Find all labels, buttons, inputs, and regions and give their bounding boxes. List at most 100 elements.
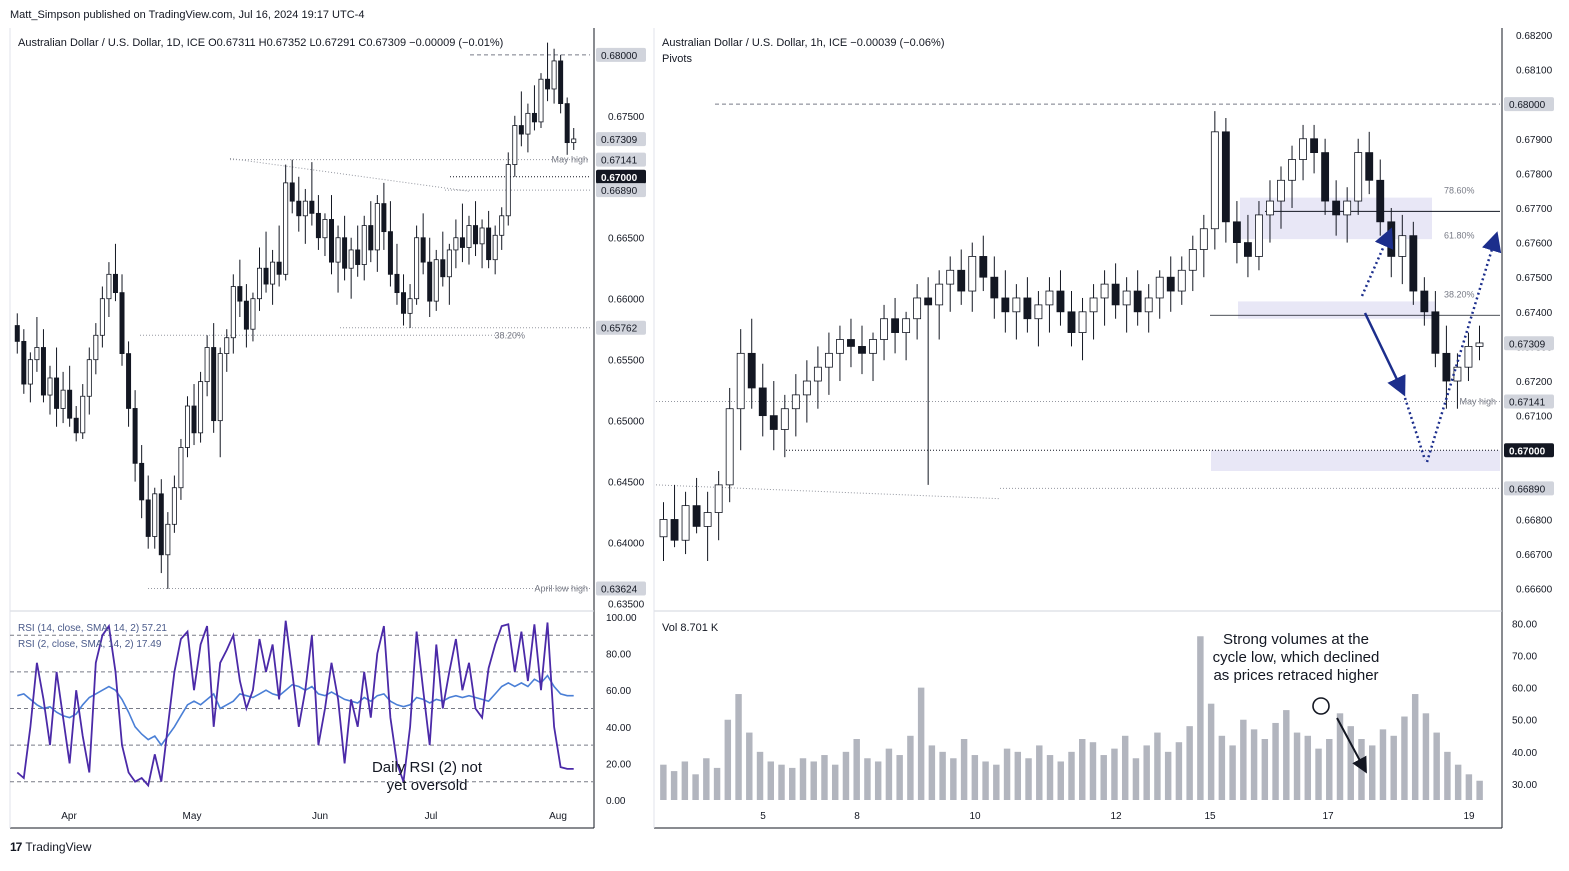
volume-bar	[928, 745, 936, 800]
daily-candle-body	[381, 203, 387, 233]
daily-candle	[99, 286, 105, 348]
daily-candle	[407, 284, 413, 328]
volume-bar	[713, 767, 721, 800]
hourly-x-tick: 5	[760, 811, 766, 822]
daily-candle-body	[112, 273, 118, 294]
volume-bar	[1422, 713, 1430, 800]
hourly-candle	[1166, 256, 1175, 312]
daily-candle	[171, 475, 177, 533]
volume-bar	[831, 764, 839, 800]
daily-candle-body	[86, 359, 92, 397]
hourly-candle-body	[1144, 297, 1153, 313]
hourly-candle	[1277, 166, 1285, 229]
volume-bar	[724, 719, 732, 800]
hourly-candle-body	[1023, 297, 1032, 320]
hourly-candle-body	[1288, 159, 1296, 181]
hourly-y-tick: 0.66800	[1516, 515, 1553, 526]
daily-candle	[394, 243, 400, 305]
daily-candle-body	[315, 212, 321, 239]
daily-candle-body	[14, 325, 20, 342]
volume-bar	[670, 771, 678, 800]
daily-candle	[309, 162, 315, 226]
hourly-candle-body	[824, 352, 833, 368]
daily-candle-body	[453, 237, 459, 251]
hourly-candle-body	[1232, 221, 1241, 243]
daily-candle-body	[54, 377, 60, 409]
hourly-candle	[747, 318, 756, 409]
hourly-x-tick: 12	[1110, 811, 1122, 822]
hourly-x-tick: 17	[1322, 811, 1334, 822]
hourly-candle	[1210, 111, 1219, 250]
hourly-candle	[824, 332, 833, 395]
hourly-candle-body	[946, 269, 955, 285]
daily-candle-body	[191, 405, 197, 434]
hourly-candle	[692, 477, 701, 534]
daily-candle	[40, 329, 46, 403]
volume-bar	[1369, 745, 1376, 800]
daily-price-label-bg	[596, 320, 646, 335]
volume-bar	[1336, 713, 1344, 800]
hourly-y-tick: 0.67700	[1516, 204, 1553, 215]
daily-candle	[518, 91, 524, 147]
hourly-may-high-label: May high	[1459, 396, 1496, 406]
hourly-candle-body	[1122, 290, 1131, 306]
daily-candle-body	[335, 237, 341, 263]
daily-candle	[80, 384, 86, 439]
daily-candle-body	[479, 227, 485, 245]
volume-bar	[1326, 739, 1333, 800]
hourly-candle	[1045, 277, 1054, 333]
tradingview-brand[interactable]: 17 TradingView	[10, 840, 91, 854]
daily-candle	[414, 225, 420, 305]
daily-candle	[217, 347, 223, 458]
projection-arrow-down-dotted	[1403, 397, 1427, 461]
hourly-candle-body	[1056, 290, 1065, 313]
hourly-candle	[979, 235, 988, 292]
projection-arrow-up-left	[1360, 227, 1394, 297]
hourly-candle-body	[692, 505, 701, 527]
daily-candle-body	[93, 334, 99, 361]
daily-y-tick: 0.64000	[608, 539, 645, 550]
volume-bar	[874, 761, 882, 800]
hourly-y-tick: 0.66600	[1516, 585, 1553, 596]
hourly-candle	[780, 394, 789, 458]
hourly-y-tick: 0.67100	[1516, 412, 1553, 423]
volume-bar	[1444, 751, 1451, 800]
hourly-x-tick: 8	[854, 811, 860, 822]
hourly-y-tick: 0.68100	[1516, 66, 1553, 77]
daily-candle	[342, 215, 348, 281]
daily-candle	[466, 215, 472, 265]
volume-decline-arrow	[1336, 717, 1367, 774]
daily-candle-body	[256, 267, 262, 300]
hourly-candle-body	[714, 484, 723, 513]
daily-candle	[47, 365, 53, 415]
hourly-candle	[1464, 332, 1473, 382]
daily-candle-body	[132, 408, 138, 464]
volume-bar	[1175, 742, 1183, 800]
volume-bar	[907, 735, 914, 800]
daily-candle-body	[178, 447, 184, 489]
hourly-candle-body	[1343, 200, 1352, 216]
hourly-candle	[1442, 325, 1451, 409]
volume-bar	[1207, 703, 1215, 800]
hourly-candle-body	[1133, 290, 1142, 313]
hourly-candle-body	[957, 269, 966, 292]
volume-bar	[1379, 729, 1387, 800]
daily-candle	[381, 182, 387, 250]
hourly-candle-body	[1332, 200, 1341, 216]
hourly-candle	[1100, 270, 1109, 326]
daily-price-label: 0.67000	[601, 173, 638, 184]
volume-annotation-line: as prices retraced higher	[1213, 667, 1378, 684]
daily-candle	[237, 259, 243, 317]
rsi-y-tick: 100.00	[606, 613, 637, 624]
hourly-candle-body	[1111, 283, 1120, 306]
daily-candle	[86, 347, 92, 415]
daily-price-label-bg	[596, 132, 646, 147]
daily-candle-body	[571, 138, 577, 144]
hourly-candle	[836, 325, 844, 382]
daily-x-tick: Aug	[549, 811, 567, 822]
publisher-line: Matt_Simpson published on TradingView.co…	[10, 9, 365, 21]
hourly-candle-body	[769, 415, 778, 430]
volume-bar	[1089, 742, 1097, 800]
rsi14-line	[17, 674, 574, 747]
